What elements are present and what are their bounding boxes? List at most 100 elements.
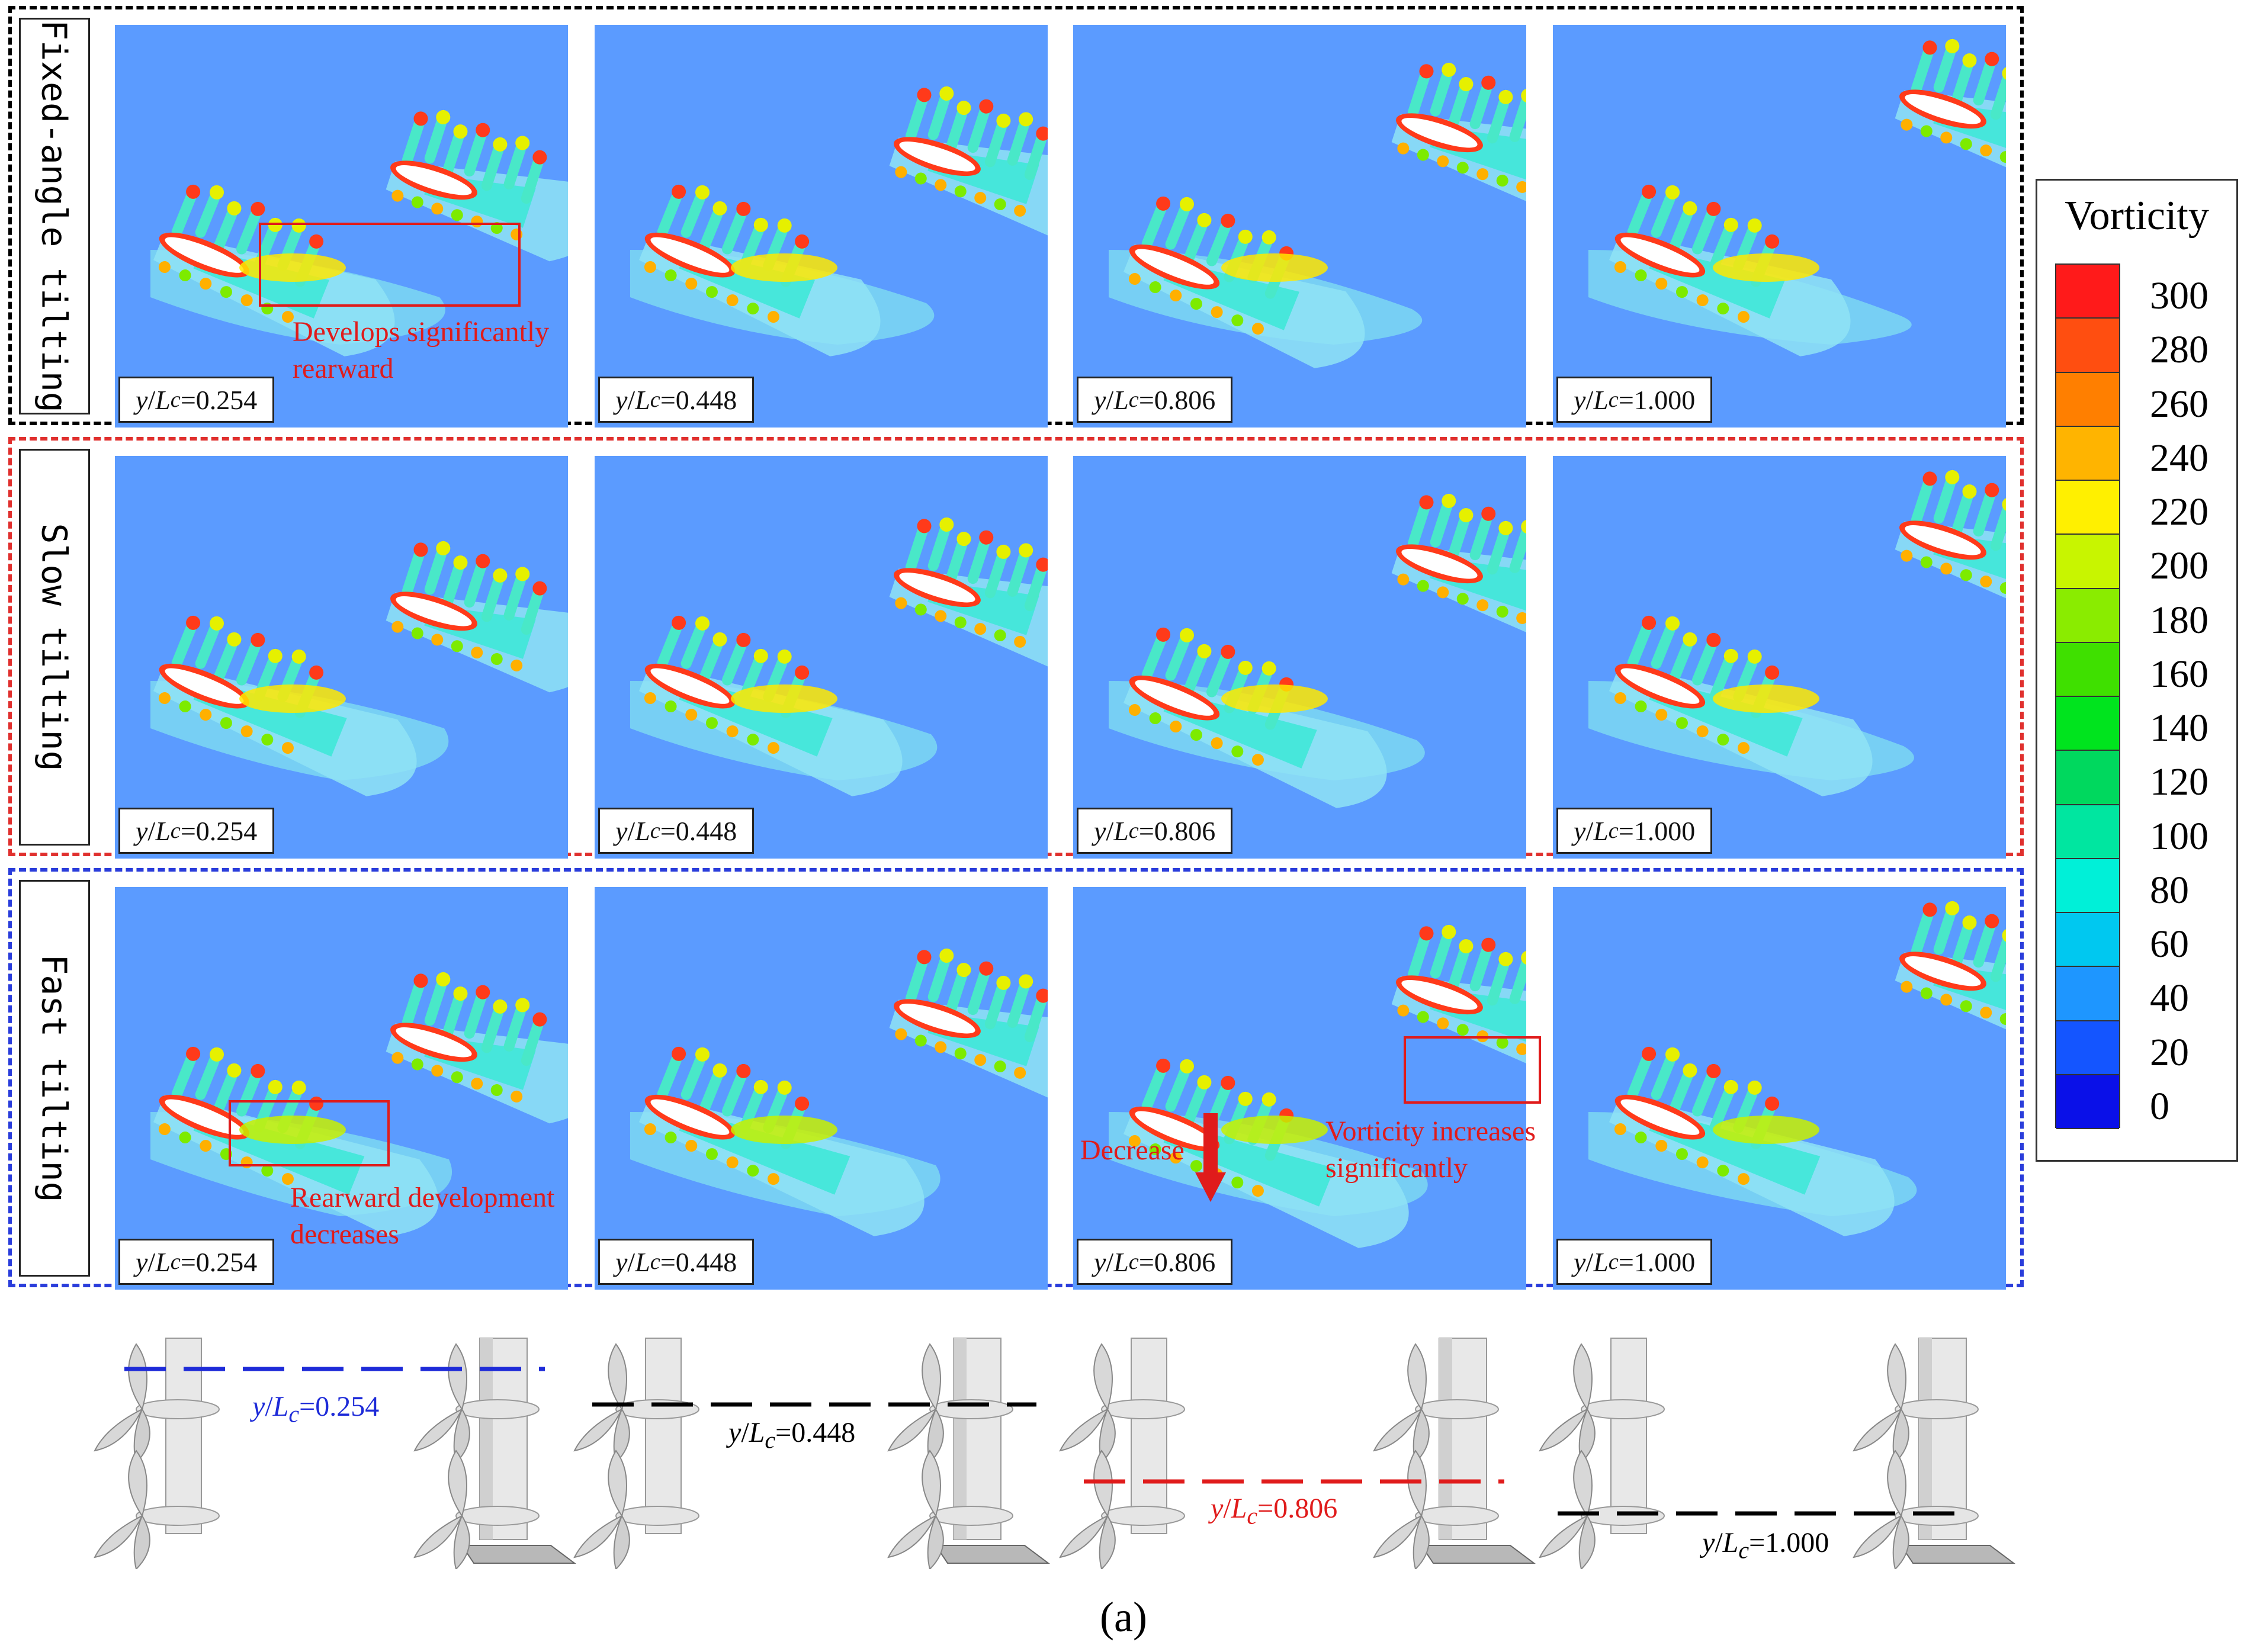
vortex-core	[227, 632, 242, 647]
vortex-core	[979, 99, 994, 114]
legend-swatch	[2056, 319, 2119, 373]
propeller-blade	[1892, 1514, 1909, 1569]
vortex-core	[1940, 131, 1953, 144]
vortex-core	[1980, 144, 1992, 157]
hydrofoil	[1620, 668, 1700, 704]
propeller-unit	[1539, 1338, 1665, 1569]
vorticity-contour	[630, 517, 1048, 796]
propeller-blade	[1059, 1514, 1109, 1558]
vortex-core	[996, 113, 1011, 128]
vortex-core	[1901, 981, 1913, 993]
vortex-finger	[464, 993, 486, 1039]
vortex-core	[431, 1065, 444, 1077]
section-value: 0.254	[315, 1391, 380, 1422]
legend-tick: 60	[2150, 923, 2189, 966]
vortex-core	[956, 532, 971, 547]
vortex-core	[268, 648, 283, 663]
vortex-core	[705, 1148, 718, 1161]
propeller-unit	[887, 1338, 1050, 1569]
vortex-core	[1459, 939, 1474, 954]
vortex-core	[186, 615, 201, 630]
vortex-finger	[967, 969, 990, 1015]
vortex-core	[1614, 692, 1626, 705]
pod	[1101, 1506, 1185, 1526]
vortex-core	[511, 1090, 523, 1103]
vortex-core	[1665, 1047, 1680, 1062]
vortex-core	[391, 1052, 404, 1064]
vortex-core	[1156, 1058, 1171, 1073]
legend-tick: 240	[2150, 436, 2209, 480]
wake-vorticity-core	[1713, 1116, 1819, 1144]
vortex-core	[1197, 644, 1212, 658]
vortex-core	[1019, 112, 1033, 127]
vortex-core	[210, 1047, 224, 1062]
vortex-core	[914, 603, 927, 616]
vortex-finger	[1487, 529, 1510, 575]
vortex-core	[1635, 700, 1647, 713]
vortex-core	[1642, 184, 1657, 199]
vortex-core	[994, 198, 1006, 211]
wake-vorticity-core	[1221, 253, 1328, 282]
propeller-blade	[128, 1343, 147, 1411]
vortex-core	[1149, 281, 1161, 294]
vortex-core	[1723, 1079, 1738, 1094]
vortex-core	[476, 123, 490, 137]
vortex-core	[1516, 1043, 1526, 1055]
vortex-core	[1180, 1059, 1195, 1074]
vortex-core	[1036, 557, 1048, 572]
vortex-finger	[1709, 226, 1734, 271]
vortex-core	[1190, 1160, 1202, 1172]
vortex-finger	[213, 209, 237, 254]
hydrofoil-wake	[1124, 627, 1387, 808]
vortex-core	[1901, 118, 1913, 131]
highlight-box-fixed	[259, 223, 521, 307]
vorticity-contour	[1109, 62, 1526, 368]
wake-vorticity-core	[731, 684, 837, 713]
strut-shade	[1919, 1338, 1932, 1539]
vortex-core	[753, 217, 768, 232]
hydrofoil	[899, 573, 975, 603]
vortex-core	[726, 725, 739, 738]
vortex-finger	[503, 143, 526, 189]
propeller-unit	[1373, 1338, 1536, 1569]
wake-vorticity-core	[1713, 684, 1819, 713]
vortex-core	[1014, 635, 1026, 648]
vortex-core	[644, 1123, 656, 1136]
vortex-core	[1014, 204, 1026, 217]
vortex-finger	[1469, 515, 1492, 561]
hydrofoil-wake	[1609, 615, 1873, 796]
vortex-finger	[195, 1055, 220, 1100]
vortex-core	[179, 1132, 191, 1144]
propeller-blade	[608, 1343, 627, 1411]
vortex-finger	[1973, 60, 1995, 106]
vortex-core	[1765, 1096, 1780, 1111]
vortex-core	[695, 616, 710, 631]
vortex-core	[1655, 1140, 1668, 1152]
vortex-core	[1922, 40, 1937, 55]
vortex-finger	[402, 119, 425, 165]
vortex-core	[1397, 573, 1410, 586]
vorticity-contour	[630, 86, 1048, 356]
hydrofoil	[1401, 980, 1478, 1010]
vortex-finger	[1911, 48, 1934, 94]
annotation-line: rearward	[293, 353, 394, 384]
vortex-core	[1665, 616, 1680, 631]
hydrofoil-wake	[1609, 1046, 1895, 1236]
vortex-core	[1920, 556, 1933, 568]
vortex-finger	[424, 118, 447, 164]
vortex-core	[1962, 484, 1977, 499]
pod	[1895, 1399, 1979, 1419]
vortex-core	[1417, 580, 1429, 592]
vortex-core	[291, 218, 306, 233]
vortex-core	[511, 659, 523, 671]
highlight-box-fast	[229, 1100, 390, 1166]
vortex-finger	[1487, 98, 1510, 144]
vortex-core	[895, 166, 907, 178]
legend-tick: 220	[2150, 490, 2209, 533]
hydrofoil	[1905, 956, 1981, 986]
vortex-finger	[1973, 491, 1995, 537]
